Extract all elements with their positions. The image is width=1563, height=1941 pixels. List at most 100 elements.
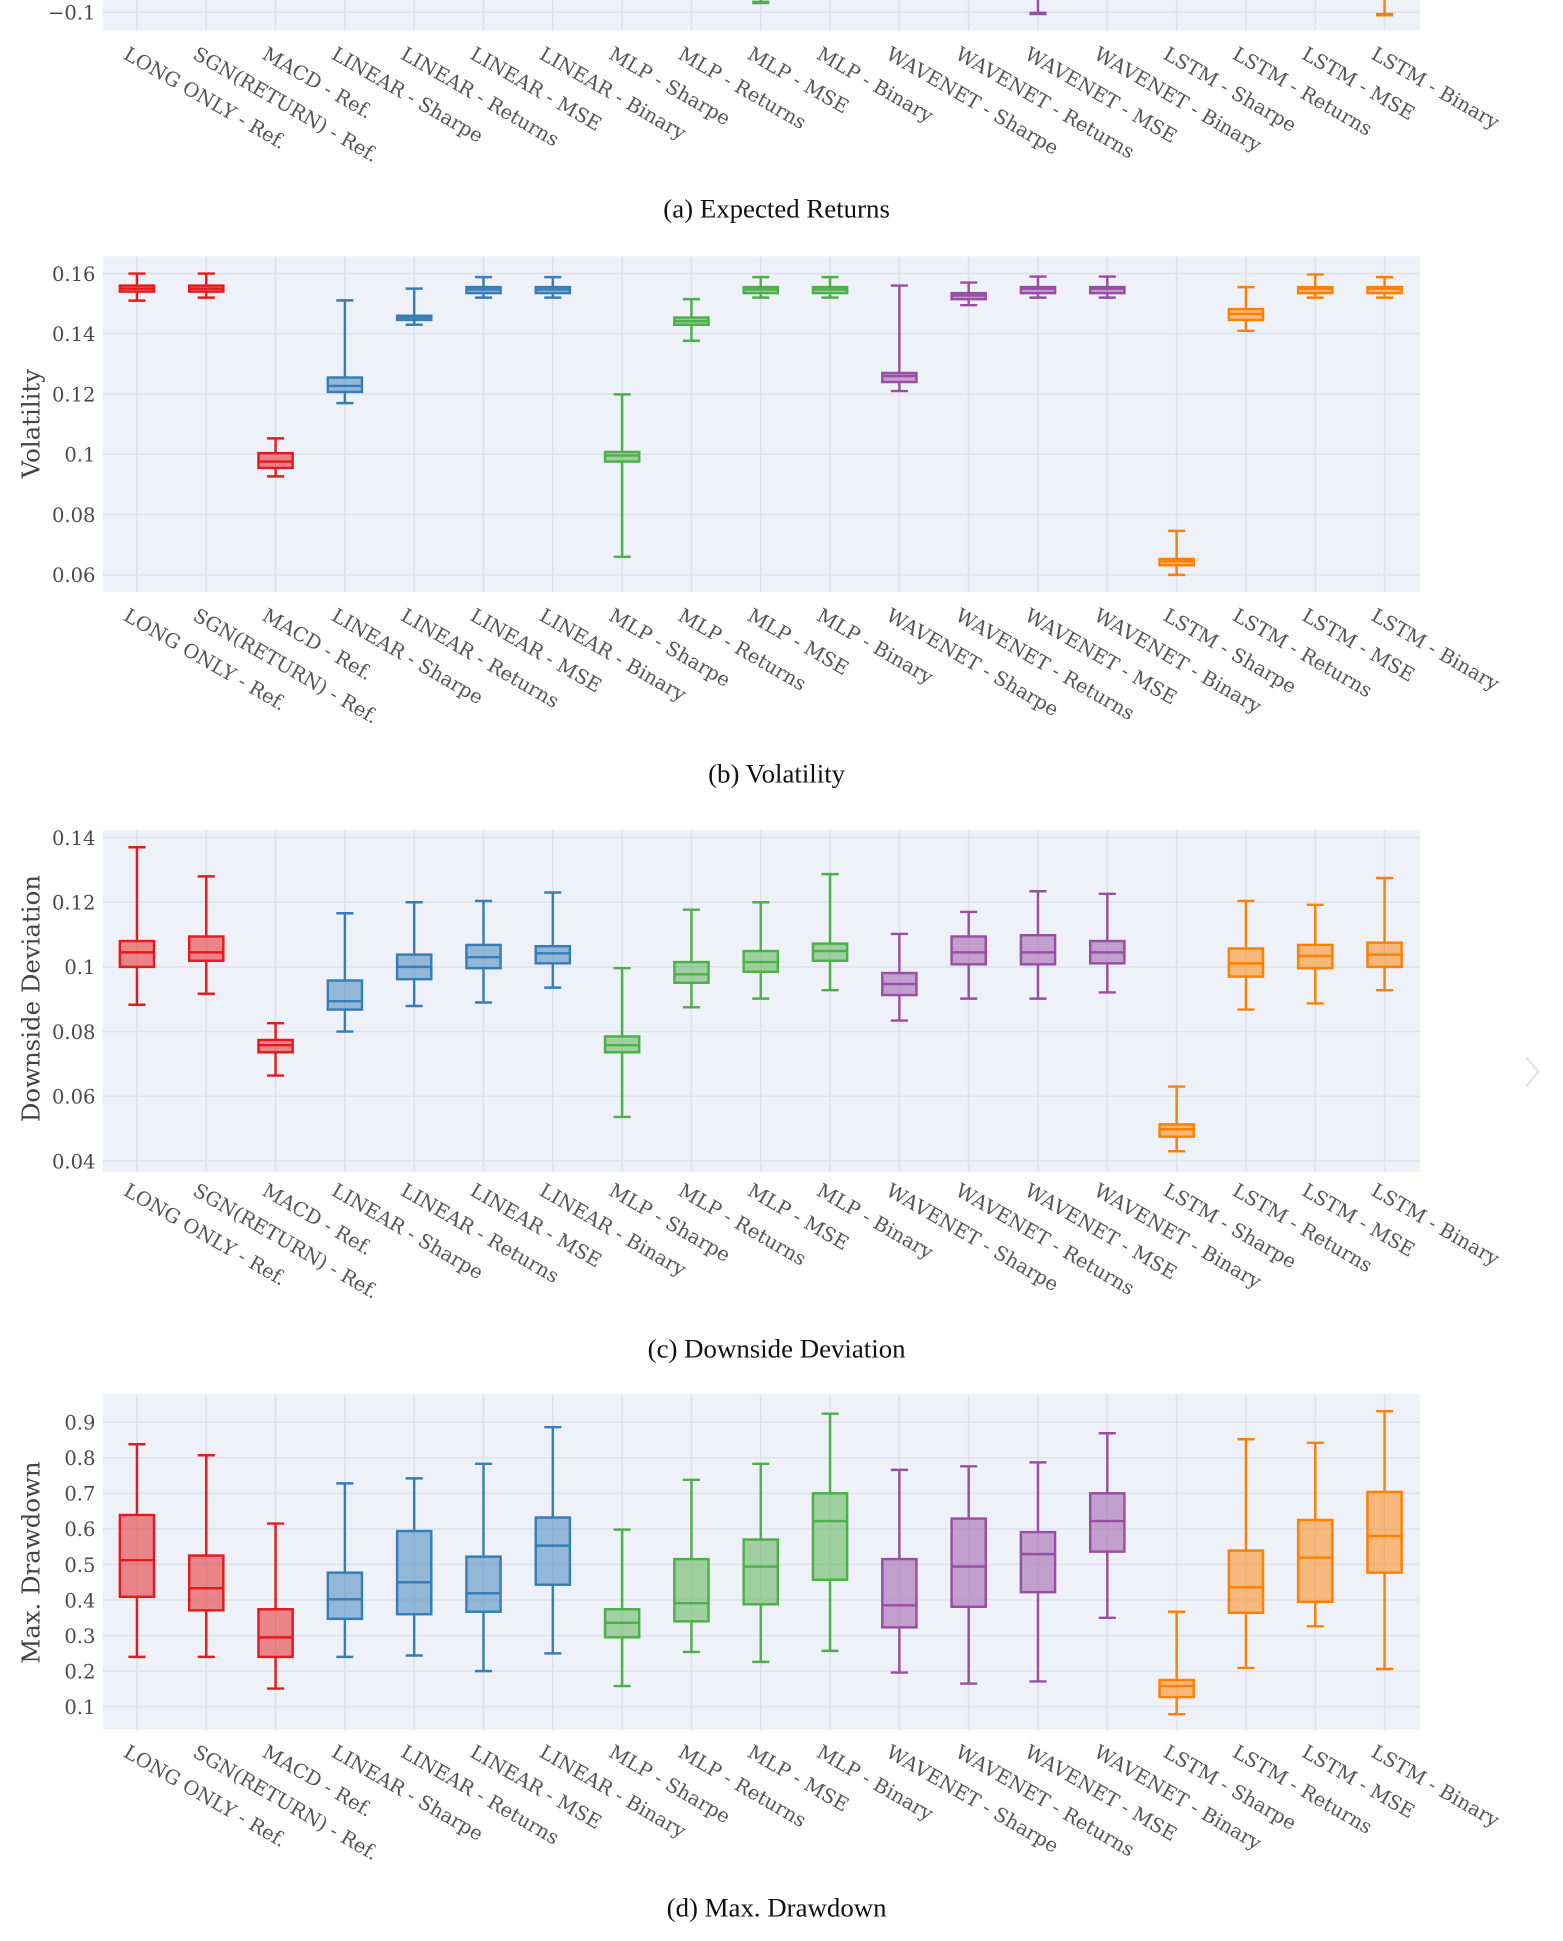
y-axis-title: Downside Deviation [16,875,45,1122]
box-wavenet-returns [950,1465,987,1685]
box-mlp-binary [811,872,849,992]
box-sgn-return-ref- [187,272,225,299]
box-wavenet-mse [1019,890,1057,1000]
box-long-only-ref- [118,846,156,1006]
partial-box [752,0,770,5]
box-mlp-mse [742,901,780,1000]
box-wavenet-mse [1019,275,1057,299]
box-sgn-return-ref- [187,1454,225,1659]
caption: (c) Downside Deviation [648,1333,907,1363]
iqr-box [1296,285,1334,295]
caption: (d) Max. Drawdown [667,1893,887,1923]
iqr-box [326,979,364,1011]
box-linear-mse [465,899,502,1004]
y-tick-label: 0.04 [52,1150,95,1173]
y-tick-label: 0.2 [64,1660,95,1683]
iqr-box [950,1517,987,1608]
iqr-box [1019,285,1057,295]
box-linear-returns [395,901,433,1008]
box-linear-returns [395,287,433,326]
box-mlp-returns [673,297,710,342]
y-tick-label: 0.1 [64,1696,95,1719]
box-marks [118,272,1403,577]
y-axis-title: Max. Drawdown [16,1461,45,1664]
box-wavenet-binary [1088,1431,1126,1620]
box-marks [752,0,1394,17]
y-tick-label: 0.6 [64,1518,95,1541]
box-long-only-ref- [118,272,156,302]
iqr-box [1158,1678,1195,1699]
iqr-box [1088,285,1126,295]
iqr-box [1366,1490,1403,1574]
box-wavenet-returns [950,910,987,1000]
iqr-box [881,371,918,384]
iqr-box [1019,1530,1057,1594]
x-tick-label: MLP - Binary [813,1740,937,1825]
iqr-box [950,935,987,966]
box-macd-ref- [257,437,294,478]
iqr-box [1366,285,1403,295]
box-lstm-mse [1296,903,1334,1005]
y-tick-label: 0.7 [64,1483,95,1506]
box-lstm-mse [1296,1441,1334,1628]
iqr-box [673,960,710,984]
box-wavenet-binary [1088,892,1126,994]
box-linear-sharpe [326,912,364,1033]
box-wavenet-sharpe [881,284,918,393]
box-lstm-sharpe [1158,529,1195,577]
box-lstm-sharpe [1158,1610,1195,1716]
box-macd-ref- [257,1522,294,1690]
iqr-box [534,1516,572,1586]
box-wavenet-sharpe [881,932,918,1022]
iqr-box [187,1554,225,1612]
box-sgn-return-ref- [187,875,225,995]
caption: (a) Expected Returns [663,193,890,223]
y-tick-label: 0.9 [64,1412,95,1435]
box-linear-binary [534,275,572,299]
box-linear-mse [465,1462,502,1673]
box-mlp-sharpe [603,393,641,559]
y-tick-label: 0.14 [52,323,95,346]
box-lstm-returns [1227,899,1265,1011]
box-mlp-mse [742,275,780,299]
box-mlp-mse [742,1462,780,1664]
y-tick-label: 0.14 [52,827,95,850]
iqr-box [326,1571,364,1621]
box-marks [118,1409,1403,1716]
box-linear-sharpe [326,1482,364,1659]
partial-box [1376,0,1394,17]
y-tick-label: 0.4 [64,1589,95,1612]
iqr-box [395,1529,433,1616]
box-lstm-binary [1366,1409,1403,1671]
iqr-box [1227,1549,1265,1615]
box-lstm-binary [1366,876,1403,992]
box-lstm-binary [1366,275,1403,299]
box-lstm-mse [1296,273,1334,299]
y-tick-label: 0.12 [52,383,95,406]
box-lstm-returns [1227,285,1265,333]
box-mlp-sharpe [603,966,641,1119]
box-wavenet-returns [950,281,987,307]
x-tick-label: MLP - Binary [813,1179,937,1264]
y-tick-label: 0.16 [52,263,95,286]
box-wavenet-binary [1088,275,1126,299]
box-mlp-binary [811,1412,849,1653]
box-mlp-sharpe [603,1528,641,1688]
iqr-box [1296,1518,1334,1604]
y-tick-label: 0.1 [64,444,95,467]
iqr-box [465,1555,502,1613]
box-mlp-returns [673,908,710,1009]
y-tick-label: 0.3 [64,1625,95,1648]
iqr-box [534,944,572,965]
iqr-box [1158,1123,1195,1138]
iqr-box [187,935,225,962]
iqr-box [118,939,156,969]
box-linear-mse [465,275,502,299]
y-tick-label: 0.12 [52,892,95,915]
y-tick-label: 0.06 [52,564,95,587]
y-tick-label: 0.5 [64,1554,95,1577]
iqr-box [1088,1492,1126,1553]
